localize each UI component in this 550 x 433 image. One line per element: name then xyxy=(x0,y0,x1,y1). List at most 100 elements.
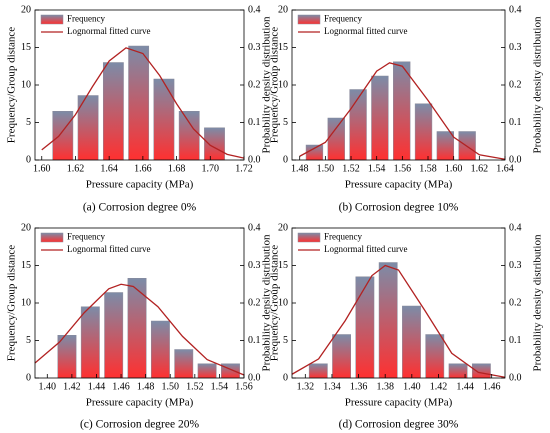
y2-tick-label: 0.0 xyxy=(509,372,522,383)
bar xyxy=(471,363,491,379)
x-tick-label: 1.50 xyxy=(317,163,335,174)
x-tick-label: 1.72 xyxy=(235,163,253,174)
y2-axis-label: Probability density distribution xyxy=(261,234,273,371)
x-axis-label: Pressure capacity (MPa) xyxy=(345,397,453,409)
y-tick-label: 10 xyxy=(278,79,288,90)
bar xyxy=(414,103,433,161)
bar xyxy=(153,78,175,161)
y-tick-label: 15 xyxy=(278,260,288,271)
bar xyxy=(327,117,345,161)
fitted-curve xyxy=(291,264,506,378)
y-tick-label: 5 xyxy=(26,117,31,128)
y-tick-label: 10 xyxy=(21,297,31,308)
legend-swatch xyxy=(297,232,321,243)
caption: (c) Corrosion degree 20% xyxy=(80,419,200,431)
bar xyxy=(174,349,194,379)
y2-tick-label: 0.2 xyxy=(248,297,261,308)
x-tick-label: 1.48 xyxy=(291,163,309,174)
x-tick-label: 1.52 xyxy=(342,163,360,174)
caption: (b) Corrosion degree 10% xyxy=(339,202,459,214)
bar xyxy=(448,363,468,379)
x-tick-label: 1.68 xyxy=(168,163,186,174)
y-tick-label: 15 xyxy=(278,42,288,53)
caption: (a) Corrosion degree 0% xyxy=(83,202,197,214)
bar xyxy=(104,292,124,379)
y2-tick-label: 0.1 xyxy=(509,335,522,346)
legend-label: Frequency xyxy=(324,232,362,242)
panel: 0 5 10 15 20 0.0 0.1 0.2 0.3 0.4 1.60 1.62 1.64 1.66 1… xyxy=(6,4,273,213)
bar xyxy=(197,363,217,379)
y2-axis-label: Probability density distribution xyxy=(532,234,544,371)
y2-tick-label: 0.2 xyxy=(509,79,522,90)
y-tick-label: 20 xyxy=(278,4,288,15)
bar xyxy=(349,89,367,161)
x-tick-label: 1.64 xyxy=(100,163,118,174)
y-tick-label: 20 xyxy=(21,222,31,233)
fitted-curve xyxy=(299,62,506,160)
y-tick-label: 0 xyxy=(283,372,288,383)
x-tick-label: 1.38 xyxy=(376,381,394,392)
bar xyxy=(393,61,411,161)
y2-tick-label: 0.1 xyxy=(248,117,261,128)
y2-axis-label: Probability density distribution xyxy=(261,16,273,153)
bar xyxy=(402,305,421,379)
fitted-curve xyxy=(34,283,245,376)
y2-tick-label: 0.0 xyxy=(248,154,261,165)
x-tick-label: 1.42 xyxy=(63,381,81,392)
x-axis-label: Pressure capacity (MPa) xyxy=(86,179,194,191)
bar xyxy=(425,334,445,379)
x-tick-label: 1.44 xyxy=(88,381,106,392)
bar xyxy=(308,363,328,379)
bar xyxy=(178,111,200,161)
bar xyxy=(305,144,324,161)
x-tick-label: 1.48 xyxy=(137,381,155,392)
legend-label: Frequency xyxy=(67,232,105,242)
y2-tick-label: 0.4 xyxy=(509,222,522,233)
x-tick-label: 1.62 xyxy=(471,163,489,174)
y2-tick-label: 0.3 xyxy=(248,42,261,53)
bar xyxy=(436,131,454,161)
y2-tick-label: 0.3 xyxy=(509,42,522,53)
x-tick-label: 1.54 xyxy=(211,381,229,392)
fitted-curve xyxy=(41,47,245,159)
bar xyxy=(102,62,124,161)
legend-label: Frequency xyxy=(67,14,105,24)
bar xyxy=(204,127,225,161)
caption: (d) Corrosion degree 30% xyxy=(339,419,459,431)
legend-swatch xyxy=(40,232,64,243)
y2-tick-label: 0.3 xyxy=(509,260,522,271)
y-tick-label: 10 xyxy=(21,79,31,90)
y2-tick-label: 0.3 xyxy=(248,260,261,271)
y-tick-label: 5 xyxy=(26,335,31,346)
legend-swatch xyxy=(40,14,64,25)
legend-label: Lognormal fitted curve xyxy=(67,244,150,254)
bar xyxy=(128,45,150,161)
x-tick-label: 1.50 xyxy=(161,381,179,392)
panel: 0 5 10 15 20 0.0 0.1 0.2 0.3 0.4 1.40 1.42 1.44 1.46 1… xyxy=(6,222,273,430)
bar xyxy=(80,306,100,379)
x-tick-label: 1.32 xyxy=(297,381,315,392)
x-tick-label: 1.40 xyxy=(403,381,421,392)
y-axis-label: Frequency/Group distance xyxy=(269,245,281,361)
legend-label: Lognormal fitted curve xyxy=(324,26,407,36)
x-tick-label: 1.36 xyxy=(350,381,368,392)
panel: 0 5 10 15 20 0.0 0.1 0.2 0.3 0.4 1.48 1.50 1.52 1.54 1… xyxy=(269,4,544,213)
bar xyxy=(332,334,351,379)
legend-label: Frequency xyxy=(324,14,362,24)
y-tick-label: 10 xyxy=(278,297,288,308)
y-tick-label: 15 xyxy=(21,260,31,271)
x-tick-label: 1.44 xyxy=(456,381,474,392)
y-axis-label: Frequency/Group distance xyxy=(6,245,18,361)
y-tick-label: 5 xyxy=(283,335,288,346)
y2-tick-label: 0.2 xyxy=(509,297,522,308)
y-tick-label: 20 xyxy=(278,222,288,233)
bar xyxy=(221,363,240,379)
y2-tick-label: 0.2 xyxy=(248,79,261,90)
x-tick-label: 1.60 xyxy=(33,163,51,174)
y2-tick-label: 0.1 xyxy=(248,335,261,346)
x-tick-label: 1.46 xyxy=(483,381,501,392)
bar xyxy=(150,320,170,379)
panel: 0 5 10 15 20 0.0 0.1 0.2 0.3 0.4 1.32 1.34 1.36 1.38 1… xyxy=(269,222,544,430)
x-tick-label: 1.52 xyxy=(186,381,204,392)
